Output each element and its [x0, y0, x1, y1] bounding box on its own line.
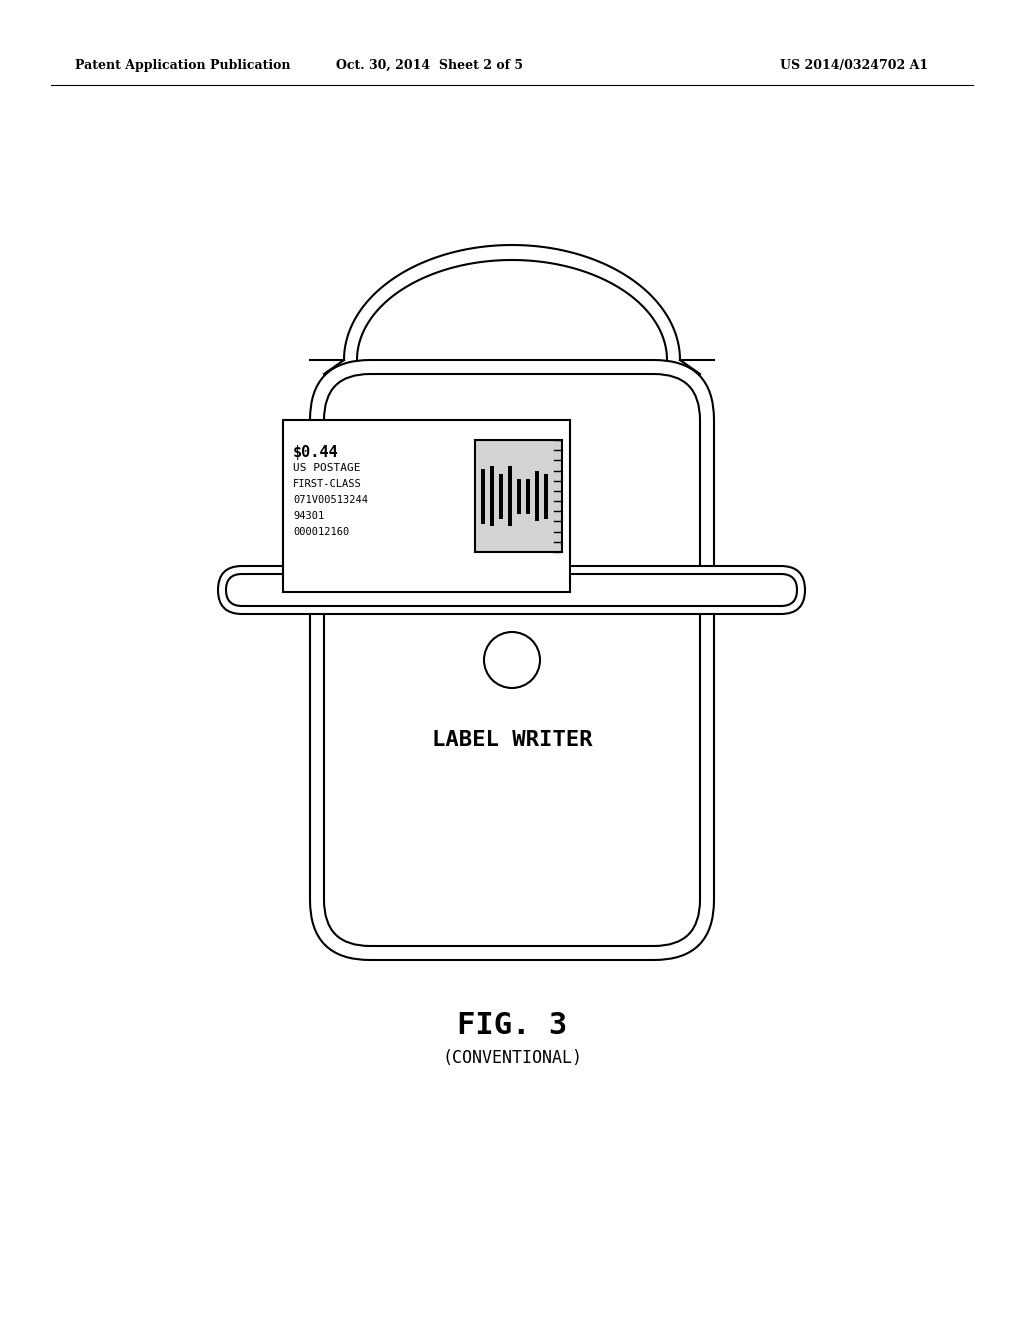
Text: Oct. 30, 2014  Sheet 2 of 5: Oct. 30, 2014 Sheet 2 of 5	[337, 58, 523, 71]
Text: FIRST-CLASS: FIRST-CLASS	[293, 479, 361, 488]
Text: Patent Application Publication: Patent Application Publication	[75, 58, 291, 71]
Bar	[535, 477, 539, 516]
Bar	[490, 474, 494, 519]
Bar	[481, 474, 485, 519]
Bar	[499, 477, 503, 516]
FancyBboxPatch shape	[218, 566, 805, 614]
Bar	[526, 479, 530, 513]
Bar	[544, 466, 548, 525]
Bar	[283, 420, 570, 591]
Text: (CONVENTIONAL): (CONVENTIONAL)	[442, 1049, 582, 1067]
Text: LABEL WRITER: LABEL WRITER	[432, 730, 592, 750]
Text: 071V00513244: 071V00513244	[293, 495, 368, 506]
Text: 94301: 94301	[293, 511, 325, 521]
Bar	[508, 466, 512, 525]
Circle shape	[484, 632, 540, 688]
Text: $0.44: $0.44	[293, 445, 339, 459]
FancyBboxPatch shape	[310, 360, 714, 960]
Bar	[517, 480, 521, 511]
Text: FIG. 3: FIG. 3	[457, 1011, 567, 1040]
Text: US POSTAGE: US POSTAGE	[293, 463, 360, 473]
Text: US 2014/0324702 A1: US 2014/0324702 A1	[780, 58, 928, 71]
Bar	[475, 440, 562, 552]
Text: 000012160: 000012160	[293, 527, 349, 537]
